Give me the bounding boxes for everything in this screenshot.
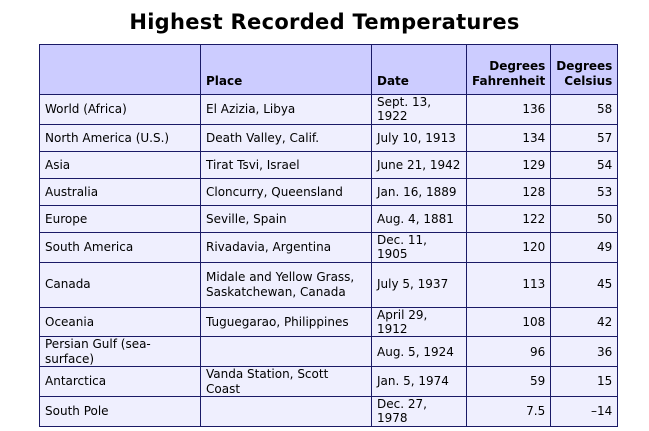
page-title: Highest Recorded Temperatures <box>129 10 520 34</box>
cell-date: Jan. 5, 1974 <box>371 366 467 397</box>
cell-region: Europe <box>39 204 201 233</box>
table-row: Europe Seville, Spain Aug. 4, 1881 122 5… <box>39 204 619 233</box>
header-place: Place <box>200 44 372 95</box>
cell-date: Sept. 13, 1922 <box>371 94 467 125</box>
cell-fahrenheit: 136 <box>465 94 552 125</box>
cell-fahrenheit: 113 <box>465 261 552 308</box>
cell-celsius: 36 <box>550 336 619 368</box>
header-row: Place Date Degrees Fahrenheit Degrees Ce… <box>39 44 619 95</box>
cell-date: Dec. 11, 1905 <box>371 231 467 263</box>
header-region <box>39 44 201 95</box>
cell-fahrenheit: 129 <box>465 150 552 179</box>
cell-date: April 29, 1912 <box>371 306 467 338</box>
header-date: Date <box>371 44 467 95</box>
cell-region: South America <box>39 231 201 263</box>
table-row: World (Africa) El Azizia, Libya Sept. 13… <box>39 94 619 125</box>
cell-fahrenheit: 128 <box>465 177 552 206</box>
cell-place: Vanda Station, Scott Coast <box>200 366 372 397</box>
cell-region: North America (U.S.) <box>39 123 201 152</box>
cell-region: Persian Gulf (sea-surface) <box>39 336 201 368</box>
cell-fahrenheit: 134 <box>465 123 552 152</box>
table-row: Canada Midale and Yellow Grass, Saskatch… <box>39 261 619 308</box>
cell-date: June 21, 1942 <box>371 150 467 179</box>
table-body: World (Africa) El Azizia, Libya Sept. 13… <box>39 94 619 427</box>
cell-place: Tuguegarao, Philippines <box>200 306 372 338</box>
header-celsius: Degrees Celsius <box>550 44 619 95</box>
table-row: South America Rivadavia, Argentina Dec. … <box>39 231 619 263</box>
cell-celsius: 58 <box>550 94 619 125</box>
cell-date: Dec. 27, 1978 <box>371 395 467 427</box>
cell-fahrenheit: 108 <box>465 306 552 338</box>
table-header: Place Date Degrees Fahrenheit Degrees Ce… <box>39 44 619 95</box>
cell-date: July 5, 1937 <box>371 261 467 308</box>
cell-place: Midale and Yellow Grass, Saskatchewan, C… <box>200 261 372 308</box>
cell-date: Jan. 16, 1889 <box>371 177 467 206</box>
cell-place <box>200 336 372 368</box>
cell-place: Tirat Tsvi, Israel <box>200 150 372 179</box>
cell-region: Oceania <box>39 306 201 338</box>
table-row: Antarctica Vanda Station, Scott Coast Ja… <box>39 366 619 397</box>
cell-place: El Azizia, Libya <box>200 94 372 125</box>
cell-fahrenheit: 7.5 <box>465 395 552 427</box>
cell-celsius: 42 <box>550 306 619 338</box>
cell-region: World (Africa) <box>39 94 201 125</box>
cell-fahrenheit: 122 <box>465 204 552 233</box>
cell-place: Cloncurry, Queensland <box>200 177 372 206</box>
cell-fahrenheit: 96 <box>465 336 552 368</box>
cell-celsius: 50 <box>550 204 619 233</box>
table-row: South Pole Dec. 27, 1978 7.5 –14 <box>39 395 619 427</box>
table-row: Oceania Tuguegarao, Philippines April 29… <box>39 306 619 338</box>
cell-region: Canada <box>39 261 201 308</box>
cell-celsius: 53 <box>550 177 619 206</box>
cell-place: Rivadavia, Argentina <box>200 231 372 263</box>
cell-region: South Pole <box>39 395 201 427</box>
header-fahrenheit: Degrees Fahrenheit <box>465 44 552 95</box>
table-row: North America (U.S.) Death Valley, Calif… <box>39 123 619 152</box>
cell-region: Asia <box>39 150 201 179</box>
cell-celsius: –14 <box>550 395 619 427</box>
table-row: Asia Tirat Tsvi, Israel June 21, 1942 12… <box>39 150 619 179</box>
cell-celsius: 57 <box>550 123 619 152</box>
cell-place: Seville, Spain <box>200 204 372 233</box>
table-row: Australia Cloncurry, Queensland Jan. 16,… <box>39 177 619 206</box>
cell-fahrenheit: 120 <box>465 231 552 263</box>
cell-celsius: 54 <box>550 150 619 179</box>
cell-celsius: 49 <box>550 231 619 263</box>
cell-celsius: 15 <box>550 366 619 397</box>
cell-celsius: 45 <box>550 261 619 308</box>
cell-fahrenheit: 59 <box>465 366 552 397</box>
temperatures-table: Place Date Degrees Fahrenheit Degrees Ce… <box>39 44 619 427</box>
cell-date: Aug. 5, 1924 <box>371 336 467 368</box>
cell-place: Death Valley, Calif. <box>200 123 372 152</box>
cell-place <box>200 395 372 427</box>
cell-date: Aug. 4, 1881 <box>371 204 467 233</box>
cell-region: Australia <box>39 177 201 206</box>
table-row: Persian Gulf (sea-surface) Aug. 5, 1924 … <box>39 336 619 368</box>
cell-region: Antarctica <box>39 366 201 397</box>
cell-date: July 10, 1913 <box>371 123 467 152</box>
